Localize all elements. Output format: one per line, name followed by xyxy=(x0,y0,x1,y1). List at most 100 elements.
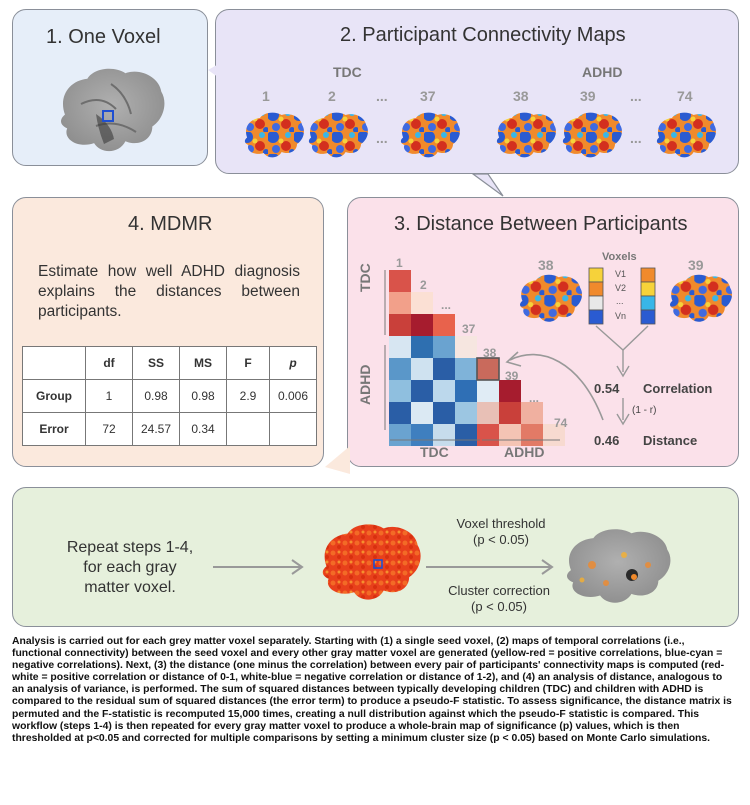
matrix-cell xyxy=(455,380,477,402)
table-cell: Group xyxy=(22,379,86,413)
participant-38-brain xyxy=(517,272,584,325)
matrix-cell xyxy=(433,336,455,358)
table-header: SS xyxy=(132,346,180,380)
participant-number: 39 xyxy=(580,88,596,104)
voxel-threshold-label: Voxel threshold (p < 0.05) xyxy=(456,516,546,547)
participant-number: 74 xyxy=(677,88,693,104)
thresholded-brain-map xyxy=(567,529,671,603)
step3-title: 3. Distance Between Participants xyxy=(394,213,688,235)
mdmr-table: df SS MS F p Group 1 0.98 0.98 2.9 0.006… xyxy=(22,346,317,446)
matrix-cell xyxy=(411,424,433,446)
voxel-item: V1 xyxy=(615,269,627,279)
repeat-text: Repeat steps 1-4, for each gray matter v… xyxy=(66,539,194,596)
matrix-cell xyxy=(499,402,521,424)
matrix-cell xyxy=(455,402,477,424)
matrix-cell xyxy=(389,380,411,402)
table-header: F xyxy=(226,346,270,380)
participant-number: 37 xyxy=(420,88,436,104)
table-cell xyxy=(269,412,317,446)
participant-39-brain xyxy=(667,272,734,325)
participant-38-label: 38 xyxy=(538,257,554,273)
table-cell: 0.98 xyxy=(132,379,180,413)
matrix-cell xyxy=(455,358,477,380)
matrix-cell xyxy=(477,402,499,424)
step1-title: 1. One Voxel xyxy=(46,26,161,48)
matrix-cell xyxy=(477,358,499,380)
table-cell: 0.98 xyxy=(179,379,227,413)
step2-title: 2. Participant Connectivity Maps xyxy=(340,24,626,46)
matrix-cell xyxy=(521,402,543,424)
voxel-vector-39 xyxy=(640,267,656,325)
table-cell: 1 xyxy=(85,379,133,413)
voxels-label: Voxels xyxy=(602,251,637,263)
participant-number: 38 xyxy=(513,88,529,104)
table-cell: 2.9 xyxy=(226,379,270,413)
table-header: MS xyxy=(179,346,227,380)
matrix-cell xyxy=(433,402,455,424)
correlation-label: Correlation xyxy=(643,381,713,396)
matrix-cell xyxy=(411,380,433,402)
distance-value: 0.46 xyxy=(594,433,620,448)
table-row: Group 1 0.98 0.98 2.9 0.006 xyxy=(22,379,317,413)
diag-label: ... xyxy=(441,298,452,312)
matrix-cell xyxy=(411,314,433,336)
matrix-cell xyxy=(389,270,411,292)
diag-label: 74 xyxy=(554,416,568,430)
matrix-cell xyxy=(389,292,411,314)
seed-voxel-marker xyxy=(102,110,114,122)
voxel-item: V2 xyxy=(615,283,627,293)
matrix-cell xyxy=(389,358,411,380)
diag-label: 37 xyxy=(462,322,476,336)
table-cell: Error xyxy=(22,412,86,446)
matrix-cell xyxy=(433,380,455,402)
participant-39-label: 39 xyxy=(688,257,704,273)
matrix-col-tdc: TDC xyxy=(420,444,449,460)
step4-title: 4. MDMR xyxy=(128,213,213,235)
matrix-cell xyxy=(411,292,433,314)
figure-caption: Analysis is carried out for each grey ma… xyxy=(12,636,732,744)
matrix-cell xyxy=(433,358,455,380)
distance-label: Distance xyxy=(643,433,698,448)
matrix-cell xyxy=(521,424,543,446)
diag-label: 38 xyxy=(483,346,497,360)
voxel-item: Vn xyxy=(615,311,627,321)
table-cell: 0.34 xyxy=(179,412,227,446)
matrix-row-adhd: ADHD xyxy=(357,364,373,405)
matrix-cell xyxy=(411,336,433,358)
seed-voxel-brain xyxy=(61,68,165,152)
step2-group-tdc: TDC xyxy=(333,64,362,80)
matrix-cell xyxy=(389,336,411,358)
diag-label: 2 xyxy=(420,278,427,292)
step2-group-adhd: ADHD xyxy=(582,64,623,80)
ellipsis-tdc: ... xyxy=(376,130,388,146)
matrix-cell xyxy=(499,380,521,402)
matrix-cell xyxy=(477,424,499,446)
matrix-cell xyxy=(411,402,433,424)
matrix-cell xyxy=(411,358,433,380)
highlighted-cell xyxy=(476,357,500,381)
distance-matrix xyxy=(389,270,565,446)
table-row: Error 72 24.57 0.34 xyxy=(22,412,317,446)
diag-label: 39 xyxy=(505,369,519,383)
diag-label: ... xyxy=(529,391,540,405)
diag-label: 1 xyxy=(396,256,403,270)
table-header: p xyxy=(269,346,317,380)
ellipsis-adhd: ... xyxy=(630,130,642,146)
step4-description: Estimate how well ADHD diagnosis explain… xyxy=(38,263,300,320)
participant-number: ... xyxy=(376,88,388,104)
table-cell xyxy=(226,412,270,446)
matrix-cell xyxy=(433,424,455,446)
matrix-cell xyxy=(455,424,477,446)
correlation-value: 0.54 xyxy=(594,381,620,396)
table-header: df xyxy=(85,346,133,380)
matrix-cell xyxy=(389,402,411,424)
table-cell: 24.57 xyxy=(132,412,180,446)
matrix-cell xyxy=(477,380,499,402)
matrix-col-adhd: ADHD xyxy=(504,444,545,460)
step3-panel xyxy=(347,197,739,467)
table-cell: 0.006 xyxy=(269,379,317,413)
voxel-vector-38 xyxy=(588,267,604,325)
matrix-cell xyxy=(389,314,411,336)
voxel-item: ... xyxy=(616,296,624,306)
transform-label: (1 - r) xyxy=(632,405,657,416)
